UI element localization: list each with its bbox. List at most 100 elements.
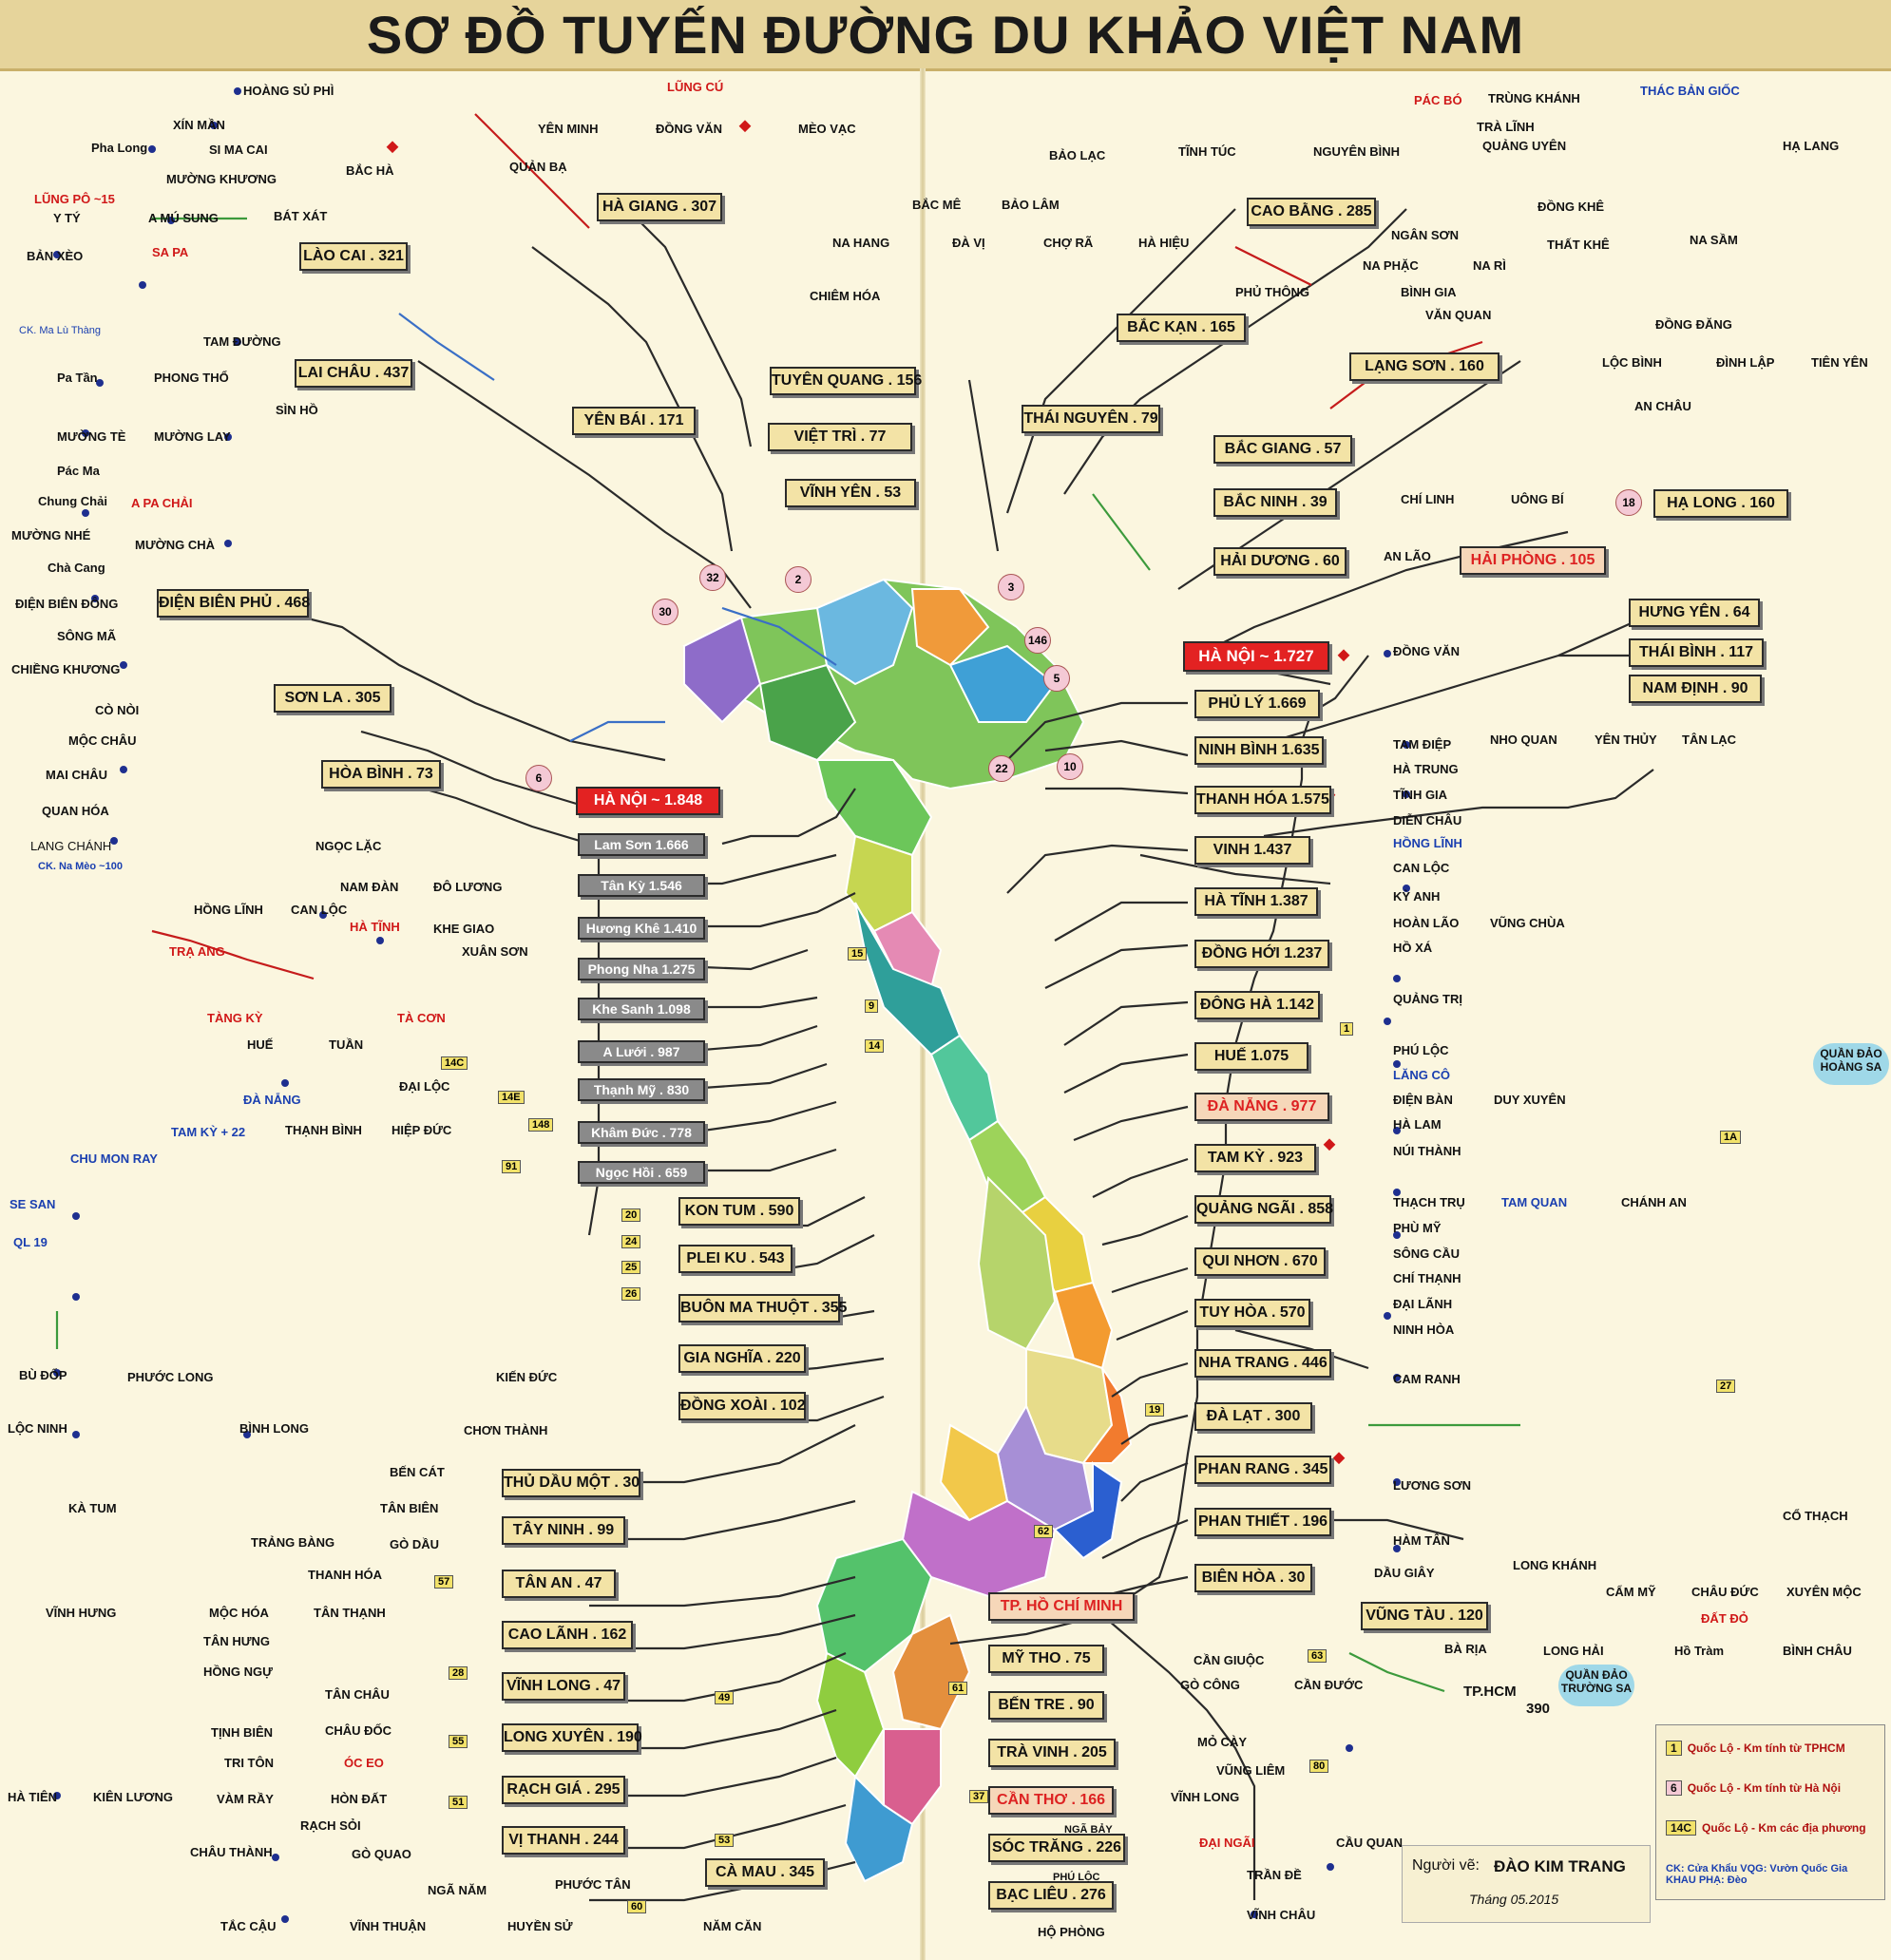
- place-label: MỘC HÓA: [209, 1606, 269, 1620]
- highway-badge: 57: [434, 1575, 454, 1589]
- highway-badge: 28: [449, 1666, 468, 1680]
- place-label: BÌNH GIA: [1401, 285, 1457, 299]
- place-label: PHÙ MỸ: [1393, 1221, 1442, 1235]
- author-name: ĐÀO KIM TRANG: [1494, 1857, 1626, 1875]
- place-label: CAM RANH: [1393, 1372, 1461, 1386]
- place-label: KIẾN ĐỨC: [496, 1370, 558, 1384]
- place-label: AN CHÂU: [1634, 399, 1691, 413]
- south-city-box: TRÀ VINH . 205: [988, 1739, 1116, 1767]
- highway-badge: 24: [621, 1235, 641, 1248]
- place-label: RẠCH SỎI: [300, 1818, 361, 1833]
- highway-badge: 91: [502, 1160, 522, 1173]
- place-label: CẨM MỸ: [1606, 1585, 1656, 1599]
- highway-badge: 3: [998, 574, 1024, 600]
- highway-badge: 26: [621, 1287, 641, 1301]
- place-label: QUAN HÓA: [42, 804, 109, 818]
- place-label: CÒ NÒI: [95, 703, 140, 717]
- place-label: HÀM TÂN: [1393, 1533, 1450, 1548]
- place-label: A MÚ SUNG: [148, 211, 219, 225]
- place-label: BẮC MÊ: [912, 198, 962, 212]
- highway-badge: 146: [1024, 627, 1051, 654]
- place-label: VĨNH HƯNG: [46, 1606, 117, 1620]
- west-route-box: Phong Nha 1.275: [578, 958, 705, 980]
- south-city-box: MỸ THO . 75: [988, 1645, 1104, 1673]
- highland-city-box: PLEI KU . 543: [678, 1245, 793, 1273]
- place-label: DẦU GIÂY: [1374, 1566, 1435, 1580]
- coast-city-box: TAM KỲ . 923: [1194, 1144, 1316, 1172]
- highland-city-box: KON TUM . 590: [678, 1197, 800, 1226]
- place-label: Y TÝ: [53, 211, 81, 225]
- place-label: ÓC EO: [344, 1756, 384, 1770]
- place-label: CHÂU ĐỨC: [1691, 1585, 1759, 1599]
- west-route-box: Hương Khê 1.410: [578, 917, 705, 940]
- place-label: BÀ RỊA: [1444, 1642, 1487, 1656]
- place-label: TRÀ LĨNH: [1477, 120, 1535, 134]
- south-city-box: CẦN THƠ . 166: [988, 1786, 1114, 1815]
- author-label: Người vẽ:: [1412, 1857, 1480, 1874]
- place-label: DIỄN CHÂU: [1393, 813, 1462, 828]
- place-label: QUẢNG UYÊN: [1482, 139, 1567, 153]
- west-route-box: Lam Sơn 1.666: [578, 833, 705, 856]
- west-route-box: Khe Sanh 1.098: [578, 998, 705, 1020]
- coast-city-box: THANH HÓA 1.575: [1194, 786, 1331, 814]
- vietnam-shape: [682, 578, 1133, 1883]
- place-label: HÀ LAM: [1393, 1117, 1442, 1132]
- place-label: MƯỜNG TÈ: [57, 429, 126, 444]
- place-label: NA PHẶC: [1363, 258, 1419, 273]
- place-label: QUẢNG TRỊ: [1393, 992, 1462, 1006]
- highway-badge: 49: [715, 1691, 735, 1704]
- place-label: THANH HÓA: [308, 1568, 382, 1582]
- place-label: Chung Chải: [38, 494, 107, 508]
- place-label: TÂN HƯNG: [203, 1634, 271, 1648]
- highland-city-box: GIA NGHĨA . 220: [678, 1344, 806, 1373]
- city-box: THÁI NGUYÊN . 79: [1022, 405, 1160, 433]
- coast-city-box: VINH 1.437: [1194, 836, 1310, 865]
- place-label: BẢO LÂM: [1002, 198, 1060, 212]
- city-box: YÊN BÁI . 171: [572, 407, 696, 435]
- highway-badge: 61: [948, 1682, 968, 1695]
- highland-city-box: ĐỒNG XOÀI . 102: [678, 1392, 806, 1420]
- legend-text: Quốc Lộ - Km tính từ TPHCM: [1687, 1741, 1845, 1755]
- south-city-box: LONG XUYÊN . 190: [502, 1723, 642, 1752]
- place-label: YÊN MINH: [538, 122, 599, 136]
- place-label: HẠ LANG: [1783, 139, 1840, 153]
- place-label: VŨNG LIÊM: [1216, 1763, 1286, 1778]
- place-label: NGUYÊN BÌNH: [1313, 144, 1401, 159]
- west-route-box: Tân Kỳ 1.546: [578, 874, 705, 897]
- place-label: MƯỜNG LAY: [154, 429, 231, 444]
- place-label: XUÂN SƠN: [462, 944, 528, 959]
- place-label: VĂN QUAN: [1425, 308, 1492, 322]
- city-box: LẠNG SƠN . 160: [1349, 352, 1499, 381]
- city-box: LÀO CAI . 321: [299, 242, 408, 271]
- place-label: Pác Ma: [57, 464, 100, 478]
- place-label: TUẦN: [329, 1037, 364, 1052]
- coast-city-box: HÀ TĨNH 1.387: [1194, 887, 1318, 916]
- highway-badge: 53: [715, 1834, 735, 1847]
- city-box: TUYÊN QUANG . 156: [770, 367, 922, 395]
- place-label: Chà Cang: [48, 561, 105, 575]
- place-label: CAN LỘC: [1393, 861, 1450, 875]
- place-label: TAM ĐƯỜNG: [203, 334, 281, 349]
- legend-row: 1 Quốc Lộ - Km tính từ TPHCM: [1666, 1741, 1845, 1756]
- place-label: NGÂN SƠN: [1391, 228, 1460, 242]
- place-label: CHIỀNG KHƯƠNG: [11, 662, 121, 676]
- place-label: ĐỒNG KHÊ: [1538, 200, 1605, 214]
- map-title: SƠ ĐỒ TUYẾN ĐƯỜNG DU KHẢO VIỆT NAM: [366, 5, 1525, 65]
- place-label: BẾN CÁT: [390, 1465, 445, 1479]
- place-label: SI MA CAI: [209, 143, 268, 157]
- place-label: SE SAN: [10, 1197, 56, 1211]
- place-label: CHIÊM HÓA: [810, 289, 881, 303]
- place-label: TRÙNG KHÁNH: [1488, 91, 1580, 105]
- place-label: NÚI THÀNH: [1393, 1144, 1461, 1158]
- city-box: SƠN LA . 305: [274, 684, 392, 713]
- coast-city-box: PHỦ LÝ 1.669: [1194, 690, 1320, 718]
- place-label: PHÚ LỘC: [1053, 1872, 1100, 1883]
- coast-city-box: TUY HÒA . 570: [1194, 1299, 1310, 1327]
- place-label: HÀ TRUNG: [1393, 762, 1459, 776]
- place-label: GÒ DẦU: [390, 1537, 439, 1551]
- place-label: PHỦ THÔNG: [1235, 285, 1309, 299]
- place-label: CHÂU ĐỐC: [325, 1723, 392, 1738]
- truong-sa-origin: TP.HCM: [1463, 1684, 1517, 1700]
- city-box: BẮC KẠN . 165: [1117, 314, 1246, 342]
